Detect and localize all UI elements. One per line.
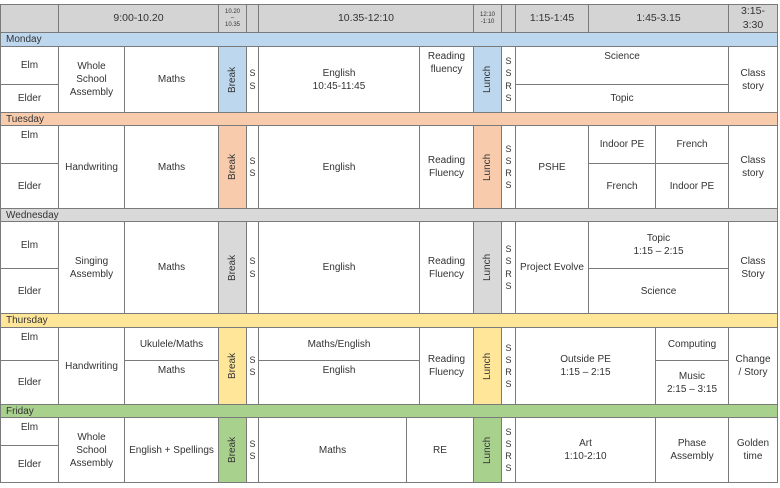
ssrs-cell: S S R S <box>501 125 516 209</box>
lesson-handwriting: Handwriting <box>58 327 125 405</box>
lesson-maths: Maths <box>258 417 407 483</box>
lesson-maths: Maths <box>124 360 219 405</box>
lesson-english: English <box>258 221 420 314</box>
lunch-cell: Lunch <box>473 327 502 405</box>
lunch-cell: Lunch <box>473 221 502 314</box>
header-time-5: 1:15-1:45 <box>515 4 589 33</box>
header-time-3: 10.35-12:10 <box>258 4 474 33</box>
lesson-ukulele-maths: Ukulele/Maths <box>124 327 219 361</box>
day-bar-thursday: Thursday <box>0 313 778 328</box>
lesson-maths-english: Maths/English <box>258 327 420 361</box>
lesson-maths: Maths <box>124 221 219 314</box>
lesson-art: Art 1:10-2:10 <box>515 417 656 483</box>
class-label-elm: Elm <box>0 221 59 269</box>
lesson-assembly: Whole School Assembly <box>58 417 125 483</box>
lunch-cell: Lunch <box>473 417 502 483</box>
break-cell: Break <box>218 417 247 483</box>
lesson-maths: Maths <box>124 125 219 209</box>
lesson-change-story: Change / Story <box>728 327 778 405</box>
class-label-elder: Elder <box>0 360 59 405</box>
lesson-english: English 10:45-11:45 <box>258 46 420 113</box>
lunch-cell: Lunch <box>473 125 502 209</box>
lesson-topic: Topic <box>515 84 729 113</box>
ssrs-cell: S S R S <box>501 221 516 314</box>
break-cell: Break <box>218 327 247 405</box>
header-blank-ssrs <box>501 4 516 33</box>
lesson-reading-fluency: Reading Fluency <box>419 125 474 209</box>
header-time-1: 9:00-10.20 <box>58 4 219 33</box>
class-label-elm: Elm <box>0 125 59 164</box>
lesson-english: English <box>258 360 420 405</box>
class-label-elm: Elm <box>0 46 59 85</box>
lesson-assembly: Singing Assembly <box>58 221 125 314</box>
lesson-reading-fluency: Reading Fluency <box>419 327 474 405</box>
lesson-class-story: Class story <box>728 125 778 209</box>
lesson-outside-pe: Outside PE 1:15 – 2:15 <box>515 327 656 405</box>
lesson-topic: Topic 1:15 – 2:15 <box>588 221 729 269</box>
lesson-computing: Computing <box>655 327 729 361</box>
lesson-science: Science <box>588 268 729 314</box>
day-bar-friday: Friday <box>0 404 778 418</box>
header-time-break: 10.20 – 10.35 <box>218 4 247 33</box>
lesson-re: RE <box>406 417 474 483</box>
ssrs-cell: S S R S <box>501 327 516 405</box>
class-label-elder: Elder <box>0 268 59 314</box>
lesson-french: French <box>655 125 729 164</box>
lesson-reading-fluency: Reading fluency <box>419 46 474 113</box>
class-label-elm: Elm <box>0 327 59 361</box>
lesson-maths: Maths <box>124 46 219 113</box>
class-label-elm: Elm <box>0 417 59 446</box>
lesson-project-evolve: Project Evolve <box>515 221 589 314</box>
day-bar-wednesday: Wednesday <box>0 208 778 222</box>
day-bar-tuesday: Tuesday <box>0 112 778 126</box>
header-time-6: 1:45-3.15 <box>588 4 729 33</box>
day-bar-monday: Monday <box>0 32 778 47</box>
break-cell: Break <box>218 46 247 113</box>
lesson-class-story: Class story <box>728 46 778 113</box>
lesson-golden-time: Golden time <box>728 417 778 483</box>
header-blank-cell <box>0 4 59 33</box>
lesson-class-story: Class Story <box>728 221 778 314</box>
lesson-indoor-pe: Indoor PE <box>588 125 656 164</box>
class-label-elder: Elder <box>0 445 59 483</box>
lesson-french: French <box>588 163 656 209</box>
lesson-pshe: PSHE <box>515 125 589 209</box>
lesson-music: Music 2:15 – 3:15 <box>655 360 729 405</box>
lesson-assembly: Whole School Assembly <box>58 46 125 113</box>
lesson-english-spellings: English + Spellings <box>124 417 219 483</box>
lesson-reading-fluency: Reading Fluency <box>419 221 474 314</box>
ssrs-cell: S S R S <box>501 417 516 483</box>
break-cell: Break <box>218 125 247 209</box>
lesson-handwriting: Handwriting <box>58 125 125 209</box>
header-time-lunch: 12:10 -1:10 <box>473 4 502 33</box>
break-cell: Break <box>218 221 247 314</box>
lesson-english: English <box>258 125 420 209</box>
lesson-phase-assembly: Phase Assembly <box>655 417 729 483</box>
lesson-indoor-pe: Indoor PE <box>655 163 729 209</box>
lunch-cell: Lunch <box>473 46 502 113</box>
lesson-science: Science <box>515 46 729 85</box>
header-time-7: 3:15- 3:30 <box>728 4 778 33</box>
ssrs-cell: S S R S <box>501 46 516 113</box>
class-label-elder: Elder <box>0 84 59 113</box>
class-label-elder: Elder <box>0 163 59 209</box>
